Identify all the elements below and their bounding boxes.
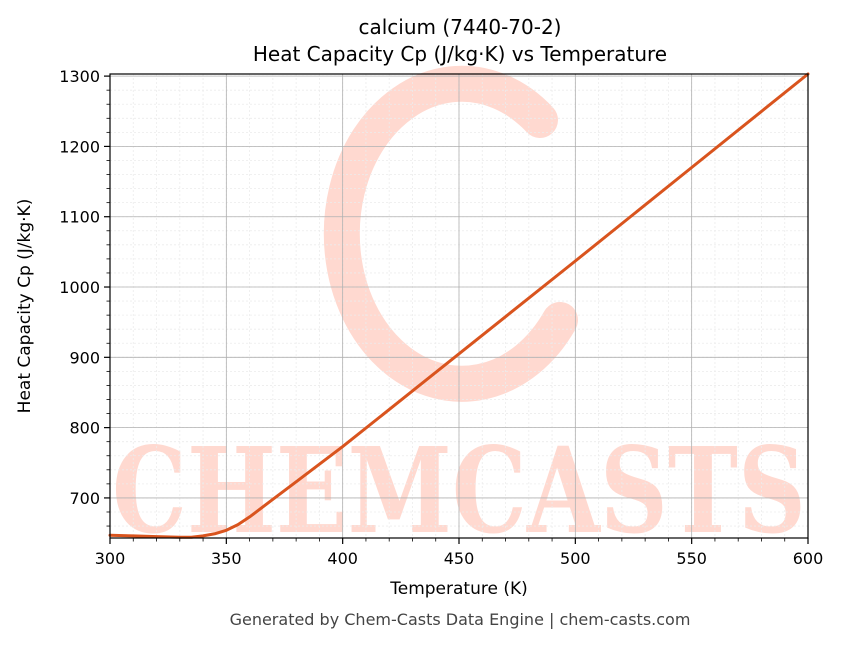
series-line-0 — [108, 72, 810, 539]
y-axis-label: Heat Capacity Cp (J/kg·K) — [15, 199, 35, 414]
y-tick-label: 800 — [69, 419, 100, 438]
x-tick-label: 500 — [560, 549, 591, 568]
x-axis-label: Temperature (K) — [389, 579, 528, 599]
x-tick-label: 350 — [211, 549, 242, 568]
x-tick-label: 550 — [676, 549, 707, 568]
y-tick-label: 700 — [69, 489, 100, 508]
x-tick-label: 300 — [95, 549, 126, 568]
chart-title: calcium (7440-70-2) — [359, 15, 562, 39]
y-tick-label: 1000 — [59, 278, 100, 297]
x-tick-label: 400 — [327, 549, 358, 568]
footer-credit: Generated by Chem-Casts Data Engine | ch… — [230, 610, 691, 629]
y-tick-label: 1300 — [59, 67, 100, 86]
x-tick-label: 450 — [444, 549, 475, 568]
chart-subtitle: Heat Capacity Cp (J/kg·K) vs Temperature — [253, 42, 667, 66]
y-tick-label: 1200 — [59, 137, 100, 156]
x-tick-label: 600 — [793, 549, 824, 568]
series-layer — [108, 72, 810, 539]
y-tick-label: 900 — [69, 348, 100, 367]
y-tick-label: 1100 — [59, 208, 100, 227]
y-axis-ticks: 700 800 900 1000 1100 1200 1300 — [59, 67, 110, 527]
x-axis-ticks: 300 350 400 450 500 550 600 — [95, 538, 824, 568]
